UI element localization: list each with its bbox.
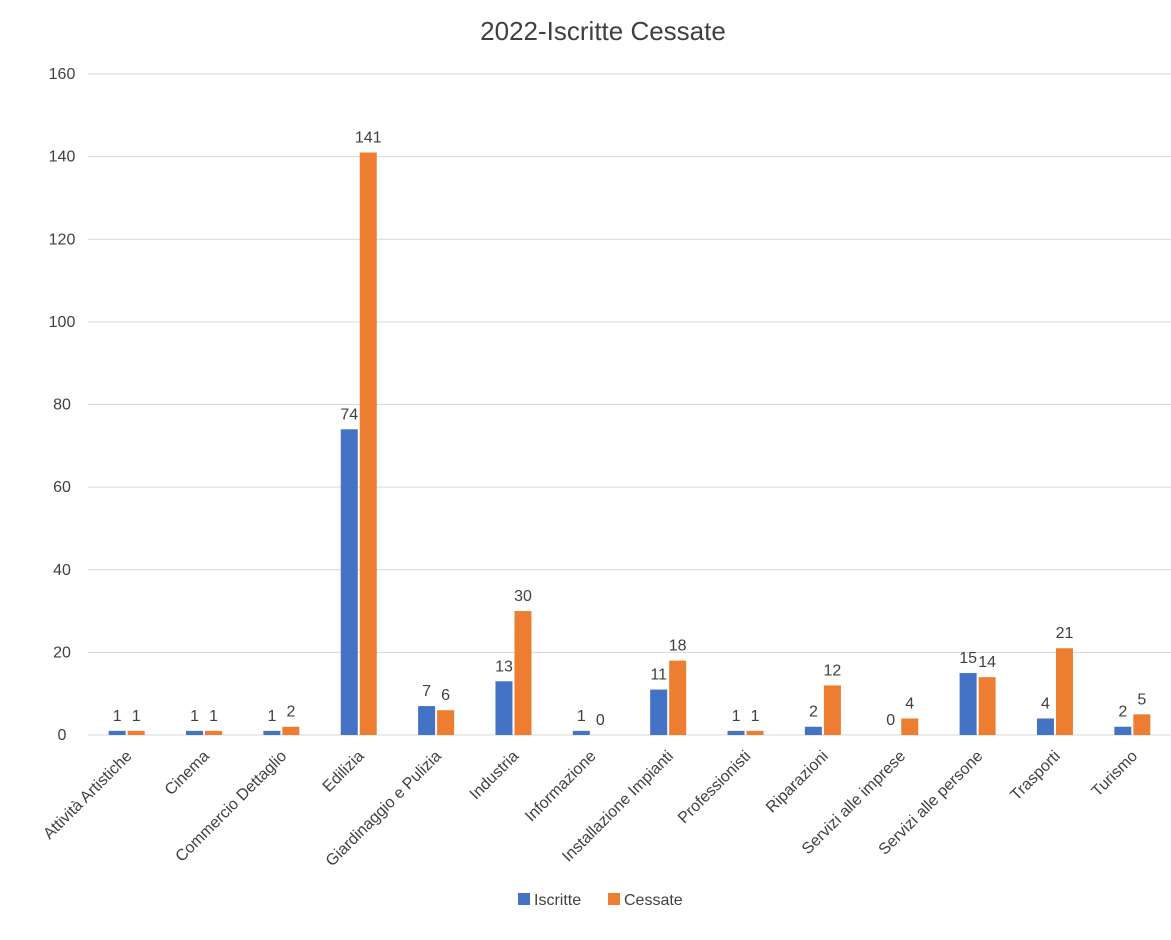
data-label: 74 bbox=[340, 406, 358, 423]
x-tick-label: Industria bbox=[467, 748, 522, 803]
bar-cessate bbox=[282, 726, 300, 735]
bar-cessate bbox=[746, 730, 764, 735]
bar-iscritte bbox=[186, 730, 204, 735]
data-label: 0 bbox=[886, 712, 895, 729]
legend: Iscritte Cessate bbox=[518, 892, 683, 909]
data-label: 7 bbox=[422, 683, 431, 700]
y-tick-label: 160 bbox=[49, 66, 76, 83]
data-label: 14 bbox=[978, 654, 996, 671]
y-tick-label: 60 bbox=[53, 479, 71, 496]
data-label: 1 bbox=[732, 708, 741, 725]
y-tick-label: 80 bbox=[53, 397, 71, 414]
bars bbox=[108, 152, 1151, 735]
data-label: 15 bbox=[959, 650, 977, 667]
x-tick-label: Turismo bbox=[1089, 748, 1142, 801]
data-label: 5 bbox=[1137, 691, 1146, 708]
data-label: 18 bbox=[669, 638, 687, 655]
x-tick-label: Attività Artistiche bbox=[40, 748, 135, 843]
bar-cessate bbox=[669, 660, 687, 735]
bar-cessate bbox=[359, 152, 377, 735]
bar-iscritte bbox=[959, 673, 977, 735]
data-label: 1 bbox=[209, 708, 218, 725]
bar-cessate bbox=[901, 718, 919, 735]
bar-cessate bbox=[127, 730, 145, 735]
y-tick-label: 120 bbox=[49, 231, 76, 248]
data-label: 141 bbox=[355, 129, 382, 146]
bar-iscritte bbox=[263, 730, 281, 735]
bar-cessate bbox=[205, 730, 223, 735]
y-tick-label: 140 bbox=[49, 149, 76, 166]
data-label: 0 bbox=[596, 712, 605, 729]
bar-iscritte bbox=[1036, 718, 1054, 735]
data-label: 1 bbox=[132, 708, 141, 725]
y-tick-label: 20 bbox=[53, 644, 71, 661]
legend-label-cessate: Cessate bbox=[624, 892, 683, 909]
data-label: 1 bbox=[190, 708, 199, 725]
legend-swatch-cessate bbox=[608, 893, 620, 905]
bar-cessate bbox=[437, 710, 455, 735]
gridlines bbox=[88, 73, 1171, 736]
data-label: 21 bbox=[1056, 625, 1074, 642]
x-tick-label: Cinema bbox=[162, 748, 213, 799]
data-label: 12 bbox=[823, 662, 841, 679]
x-tick-label: Professionisti bbox=[675, 748, 754, 827]
data-label: 6 bbox=[441, 687, 450, 704]
data-label: 1 bbox=[751, 708, 760, 725]
data-label: 4 bbox=[905, 695, 914, 712]
x-tick-label: Informazione bbox=[522, 748, 599, 825]
bar-iscritte bbox=[1114, 726, 1132, 735]
bar-cessate bbox=[978, 677, 996, 735]
data-label: 1 bbox=[113, 708, 122, 725]
y-axis-ticks: 0 20 40 60 80 100 120 140 160 bbox=[49, 66, 76, 744]
data-label: 2 bbox=[1118, 704, 1127, 721]
bar-iscritte bbox=[804, 726, 822, 735]
data-label: 11 bbox=[650, 667, 667, 684]
chart-title: 2022-Iscritte Cessate bbox=[480, 16, 726, 46]
bar-iscritte bbox=[495, 681, 513, 735]
bar-iscritte bbox=[650, 689, 668, 735]
data-label: 2 bbox=[286, 704, 295, 721]
legend-label-iscritte: Iscritte bbox=[534, 892, 581, 909]
bar-iscritte bbox=[108, 730, 126, 735]
bar-iscritte bbox=[572, 730, 590, 735]
bar-cessate bbox=[1055, 648, 1073, 735]
bar-cessate bbox=[823, 685, 841, 735]
y-tick-label: 100 bbox=[49, 314, 76, 331]
bar-iscritte bbox=[418, 706, 436, 735]
x-tick-label: Trasporti bbox=[1008, 748, 1064, 804]
data-label: 4 bbox=[1041, 695, 1050, 712]
bar-cessate bbox=[514, 611, 532, 735]
data-label: 2 bbox=[809, 704, 818, 721]
data-label: 1 bbox=[267, 708, 276, 725]
data-label: 13 bbox=[495, 658, 513, 675]
x-tick-label: Edilizia bbox=[320, 748, 368, 796]
bar-iscritte bbox=[727, 730, 745, 735]
y-tick-label: 40 bbox=[53, 562, 71, 579]
x-tick-label: Riparazioni bbox=[763, 748, 832, 817]
bar-cessate bbox=[1133, 714, 1151, 735]
data-label: 1 bbox=[577, 708, 586, 725]
data-label: 30 bbox=[514, 588, 532, 605]
bar-iscritte bbox=[340, 429, 358, 735]
legend-swatch-iscritte bbox=[518, 893, 530, 905]
y-tick-label: 0 bbox=[58, 727, 67, 744]
